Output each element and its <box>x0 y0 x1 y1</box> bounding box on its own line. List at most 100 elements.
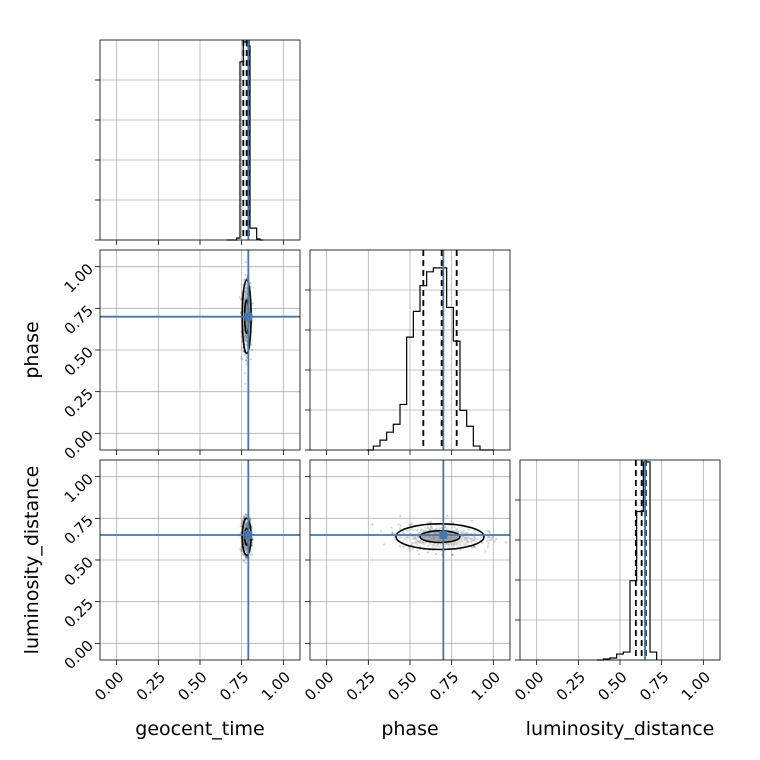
scatter-geocent_time-vs-luminosity_distance-point <box>240 520 243 523</box>
scatter-geocent_time-vs-phase-point <box>243 278 246 281</box>
scatter-geocent_time-vs-phase-truth-marker <box>244 312 253 321</box>
scatter-geocent_time-vs-luminosity_distance-point <box>239 550 243 553</box>
xlabel-phase: phase <box>381 718 438 740</box>
scatter-phase-vs-luminosity_distance-point <box>399 527 402 530</box>
hist-luminosity_distance-steps <box>596 461 658 661</box>
scatter-phase-vs-luminosity_distance-point <box>409 523 412 526</box>
scatter-phase-vs-luminosity_distance-point <box>397 523 400 526</box>
scatter-phase-vs-luminosity_distance-point <box>430 521 433 524</box>
scatter-phase-vs-luminosity_distance-point <box>488 530 491 533</box>
scatter-geocent_time-vs-phase-point <box>238 296 241 299</box>
scatter-phase-vs-luminosity_distance-point <box>471 546 474 549</box>
scatter-phase-vs-luminosity_distance-point <box>484 550 487 553</box>
scatter-geocent_time-vs-phase-point <box>243 354 246 357</box>
scatter-geocent_time-vs-luminosity_distance-point <box>244 557 247 560</box>
scatter-phase-vs-luminosity_distance-point <box>451 553 454 556</box>
scatter-geocent_time-vs-phase-point <box>245 363 248 366</box>
scatter-geocent_time-vs-luminosity_distance-point <box>243 560 246 563</box>
scatter-phase-vs-luminosity_distance-point <box>495 538 498 541</box>
scatter-geocent_time-vs-luminosity_distance-point <box>251 553 254 556</box>
scatter-geocent_time-vs-luminosity_distance-point <box>242 516 245 520</box>
bottom-geocent_time-xtick-label-2: 0.50 <box>174 668 210 704</box>
scatter-geocent_time-vs-phase-point <box>243 279 246 282</box>
scatter-geocent_time-vs-luminosity_distance-point <box>251 539 254 542</box>
bottom-phase-xtick-label-1: 0.25 <box>343 668 379 704</box>
left-luminosity_distance-ytick-label-1: 0.25 <box>61 595 97 631</box>
scatter-geocent_time-vs-phase-point <box>243 372 246 375</box>
scatter-geocent_time-vs-luminosity_distance-point <box>244 513 247 516</box>
scatter-phase-vs-luminosity_distance-point <box>391 532 394 535</box>
scatter-geocent_time-vs-luminosity_distance-point <box>251 544 254 547</box>
scatter-geocent_time-vs-luminosity_distance-point <box>245 555 248 558</box>
scatter-phase-vs-luminosity_distance-point <box>410 522 413 526</box>
scatter-phase-vs-luminosity_distance-point <box>416 549 419 552</box>
scatter-phase-vs-luminosity_distance-point <box>486 540 489 543</box>
scatter-phase-vs-luminosity_distance-point <box>470 519 473 522</box>
scatter-geocent_time-vs-luminosity_distance-point <box>245 515 248 518</box>
scatter-geocent_time-vs-luminosity_distance-point <box>243 515 246 518</box>
scatter-geocent_time-vs-phase-point <box>241 346 244 349</box>
scatter-geocent_time-vs-luminosity_distance-point <box>244 555 247 558</box>
ylabel-phase: phase <box>21 321 43 378</box>
scatter-geocent_time-vs-phase-point <box>239 311 242 314</box>
scatter-phase-vs-luminosity_distance-point <box>490 537 493 540</box>
scatter-geocent_time-vs-phase-point <box>239 298 243 301</box>
scatter-phase-vs-luminosity_distance-point <box>488 539 491 542</box>
scatter-phase-vs-luminosity_distance-point <box>417 553 420 556</box>
scatter-phase-vs-luminosity_distance-point <box>451 521 454 524</box>
scatter-geocent_time-vs-luminosity_distance-point <box>248 518 252 521</box>
scatter-phase-vs-luminosity_distance-truth-marker <box>439 531 448 539</box>
bottom-luminosity_distance-xtick-label-1: 0.25 <box>553 668 589 704</box>
scatter-geocent_time-vs-luminosity_distance-point <box>248 553 252 556</box>
left-luminosity_distance-ytick-label-0: 0.00 <box>61 637 97 673</box>
xlabel-luminosity_distance: luminosity_distance <box>526 718 715 740</box>
scatter-geocent_time-vs-phase-point <box>244 273 247 277</box>
scatter-geocent_time-vs-phase-point <box>249 286 252 289</box>
scatter-geocent_time-vs-phase-point <box>249 281 252 284</box>
scatter-phase-vs-luminosity_distance-point <box>426 551 429 554</box>
hist-phase-frame <box>309 249 511 451</box>
scatter-geocent_time-vs-luminosity_distance-point <box>239 524 242 528</box>
scatter-geocent_time-vs-luminosity_distance-point <box>238 548 242 551</box>
left-luminosity_distance-ytick-label-3: 0.75 <box>61 512 97 548</box>
scatter-phase-vs-luminosity_distance-point <box>473 545 476 548</box>
scatter-geocent_time-vs-luminosity_distance-point <box>242 514 245 518</box>
scatter-phase-vs-luminosity_distance-point <box>399 514 402 518</box>
hist-geocent_time-frame <box>99 39 301 241</box>
bottom-luminosity_distance-xtick-label-3: 0.75 <box>636 668 672 704</box>
scatter-phase-vs-luminosity_distance-frame <box>309 459 511 661</box>
scatter-phase-vs-luminosity_distance-point <box>487 536 490 539</box>
scatter-geocent_time-vs-phase-point <box>240 297 243 300</box>
scatter-phase-vs-luminosity_distance-point <box>493 540 496 543</box>
scatter-phase-vs-luminosity_distance-point <box>487 542 490 545</box>
scatter-geocent_time-vs-phase-point <box>251 302 255 305</box>
scatter-geocent_time-vs-luminosity_distance-point <box>242 553 245 556</box>
scatter-phase-vs-luminosity_distance-point <box>488 536 491 539</box>
scatter-phase-vs-luminosity_distance-point <box>390 526 393 529</box>
scatter-geocent_time-vs-phase-point <box>245 355 248 359</box>
scatter-phase-vs-luminosity_distance-point <box>505 541 508 544</box>
scatter-geocent_time-vs-phase-point <box>244 359 247 362</box>
scatter-phase-vs-luminosity_distance-point <box>398 545 401 548</box>
scatter-phase-vs-luminosity_distance-point <box>371 523 374 526</box>
bottom-luminosity_distance-xtick-label-4: 1.00 <box>678 668 714 704</box>
scatter-geocent_time-vs-phase-point <box>244 359 248 362</box>
scatter-geocent_time-vs-luminosity_distance-point <box>240 522 243 525</box>
scatter-phase-vs-luminosity_distance-point <box>446 514 449 517</box>
scatter-geocent_time-vs-luminosity_distance-point <box>240 548 243 551</box>
scatter-phase-vs-luminosity_distance-point <box>473 545 476 548</box>
scatter-phase-vs-luminosity_distance-point <box>490 539 493 542</box>
hist-phase-steps <box>366 267 494 451</box>
bottom-phase-xtick-label-0: 0.00 <box>301 668 337 704</box>
scatter-phase-vs-luminosity_distance-point <box>408 547 411 550</box>
bottom-luminosity_distance-xtick-label-0: 0.00 <box>511 668 547 704</box>
scatter-phase-vs-luminosity_distance-point <box>408 549 411 552</box>
scatter-geocent_time-vs-luminosity_distance-point <box>239 532 242 535</box>
scatter-phase-vs-luminosity_distance-point <box>399 524 402 527</box>
scatter-geocent_time-vs-luminosity_distance-point <box>249 518 252 522</box>
bottom-geocent_time-xtick-label-4: 1.00 <box>258 668 294 704</box>
bottom-phase-xtick-label-2: 0.50 <box>384 668 420 704</box>
scatter-geocent_time-vs-phase-point <box>242 350 245 353</box>
hist-geocent_time-steps <box>226 41 264 241</box>
